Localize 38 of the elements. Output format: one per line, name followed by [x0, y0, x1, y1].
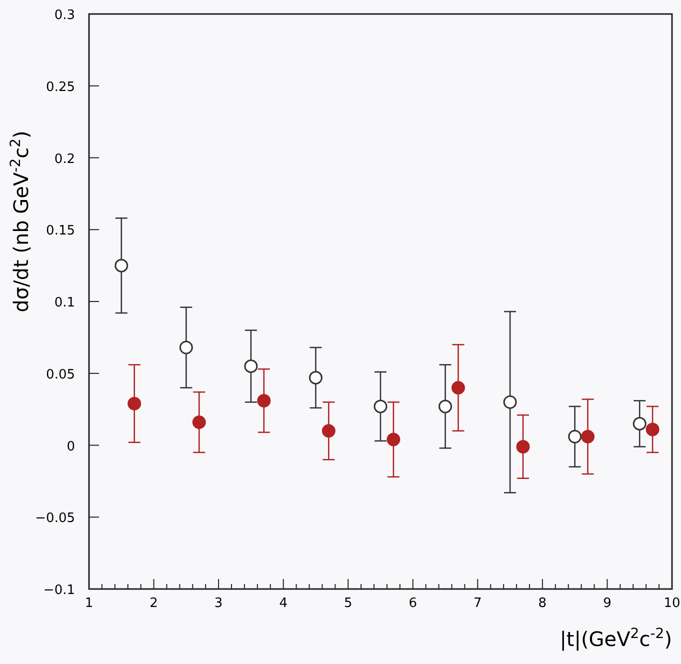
- point: [179, 340, 193, 354]
- point: [632, 416, 646, 430]
- point: [451, 381, 465, 394]
- point: [646, 422, 660, 436]
- x-tick-label: 9: [603, 596, 612, 611]
- point: [438, 400, 452, 414]
- y-tick-label: 0.25: [46, 80, 75, 95]
- y-tick-label: 0.2: [54, 152, 75, 167]
- x-axis-title: |t|(GeV$^{2}$c$^{-2}$): [560, 626, 672, 651]
- x-tick-label: 4: [279, 596, 288, 611]
- point: [374, 400, 388, 414]
- y-tick-label: 0.3: [54, 8, 75, 23]
- x-tick-label: 5: [344, 596, 352, 611]
- y-tick-label: 0: [66, 439, 75, 454]
- point: [503, 395, 517, 409]
- point: [581, 430, 595, 444]
- x-tick-label: 7: [474, 596, 482, 611]
- point: [516, 440, 530, 454]
- y-tick-label: 0.1: [54, 296, 75, 310]
- x-tick-label: 2: [150, 596, 158, 611]
- y-tick-label: −0.05: [35, 511, 75, 526]
- x-tick-label: 8: [538, 596, 547, 611]
- x-tick-label: 3: [214, 596, 223, 611]
- x-tick-label: 6: [408, 596, 418, 611]
- point: [308, 370, 322, 384]
- x-tick-label: 10: [664, 596, 680, 611]
- point: [386, 432, 400, 446]
- x-tick-label: 1: [84, 596, 94, 611]
- point: [322, 424, 336, 438]
- y-tick-label: 0.05: [46, 367, 75, 382]
- point: [244, 359, 258, 373]
- point: [114, 258, 128, 272]
- y-tick-label: −0.1: [43, 583, 75, 598]
- point: [257, 394, 271, 408]
- point: [568, 430, 582, 444]
- point: [192, 416, 206, 429]
- y-tick-label: 0.15: [46, 224, 75, 239]
- point: [128, 396, 142, 410]
